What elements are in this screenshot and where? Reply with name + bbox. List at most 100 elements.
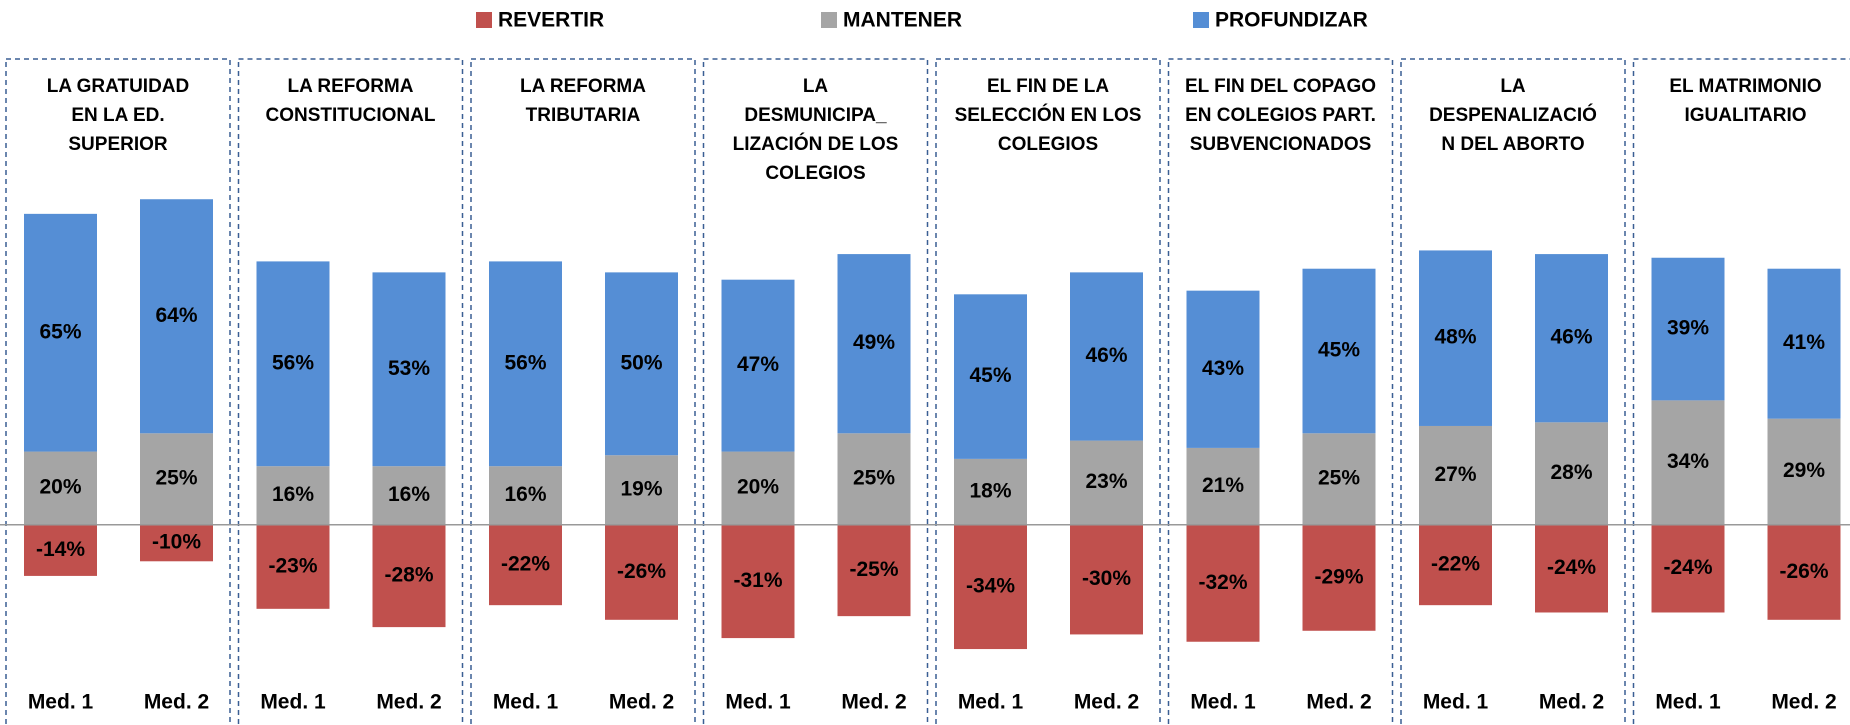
data-label: -32% <box>1198 571 1247 594</box>
bar-segment <box>1419 425 1492 525</box>
panel-border <box>1400 58 1626 725</box>
data-label: -31% <box>733 569 782 592</box>
bar-segment <box>954 294 1027 459</box>
legend-swatch <box>476 12 492 28</box>
x-tick-label: Med. 2 <box>1539 691 1604 714</box>
data-label: -14% <box>36 538 85 561</box>
legend-swatch <box>1193 12 1209 28</box>
bar-segment <box>1302 433 1376 525</box>
data-label: 20% <box>737 476 779 499</box>
data-label: 41% <box>1783 331 1825 354</box>
data-label: 20% <box>39 476 81 499</box>
bar-segment <box>605 272 678 456</box>
data-label: -29% <box>1314 565 1363 588</box>
data-label: 45% <box>969 364 1011 387</box>
x-tick-label: Med. 1 <box>725 691 791 714</box>
bar-segment <box>140 433 213 525</box>
bar-segment <box>140 199 213 434</box>
bar-segment <box>1186 290 1260 448</box>
data-label: 18% <box>969 479 1011 502</box>
data-label: 47% <box>737 353 779 376</box>
data-label: 25% <box>155 467 197 490</box>
bar-segment <box>1767 418 1841 525</box>
x-tick-label: Med. 1 <box>28 691 94 714</box>
bar-segment <box>837 254 911 434</box>
bar-segment <box>721 524 795 639</box>
data-label: -22% <box>501 552 550 575</box>
legend-label: PROFUNDIZAR <box>1215 9 1368 32</box>
data-label: 25% <box>1318 467 1360 490</box>
data-label: 16% <box>388 483 430 506</box>
data-label: -25% <box>849 558 898 581</box>
x-tick-label: Med. 2 <box>376 691 441 714</box>
data-label: 23% <box>1085 470 1127 493</box>
x-tick-label: Med. 2 <box>144 691 209 714</box>
data-label: -28% <box>384 563 433 586</box>
bar-segment <box>1651 400 1725 525</box>
data-label: -26% <box>1779 560 1828 583</box>
panel-border <box>702 58 929 725</box>
bar-segment <box>24 524 97 576</box>
panel-title: EL FIN DEL COPAGO EN COLEGIOS PART. SUBV… <box>1184 76 1377 155</box>
panel-title: EL FIN DE LA SELECCIÓN EN LOS COLEGIOS <box>954 76 1142 155</box>
x-tick-label: Med. 1 <box>260 691 326 714</box>
data-label: 25% <box>853 467 895 490</box>
bar-segment <box>1186 447 1260 525</box>
data-label: -23% <box>268 554 317 577</box>
bar-segment <box>1419 250 1492 426</box>
x-tick-label: Med. 1 <box>958 691 1024 714</box>
bar-segment <box>1767 268 1841 419</box>
bar-segment <box>1767 524 1841 620</box>
data-label: 16% <box>272 483 314 506</box>
bar-segment <box>1535 524 1608 613</box>
data-label: 16% <box>504 483 546 506</box>
bar-segment <box>1070 440 1143 525</box>
bar-segment <box>372 466 446 525</box>
x-tick-label: Med. 1 <box>1190 691 1256 714</box>
data-label: 29% <box>1783 459 1825 482</box>
bar-segment <box>24 451 97 525</box>
panel-title: LA REFORMA CONSTITUCIONAL <box>265 76 436 126</box>
data-label: 65% <box>39 320 81 343</box>
panel-title: LA REFORMA TRIBUTARIA <box>520 76 646 126</box>
bar-segment <box>721 279 795 452</box>
data-label: 46% <box>1085 344 1127 367</box>
data-label: -26% <box>617 560 666 583</box>
bar-segment <box>837 433 911 525</box>
bar-segment <box>140 524 213 562</box>
data-label: 49% <box>853 331 895 354</box>
bar-segment <box>1186 524 1260 642</box>
data-label: 21% <box>1202 474 1244 497</box>
data-label: 64% <box>155 304 197 327</box>
bar-segment <box>1070 272 1143 441</box>
data-label: -24% <box>1663 556 1712 579</box>
data-label: 43% <box>1202 357 1244 380</box>
x-tick-label: Med. 2 <box>609 691 674 714</box>
data-label: 45% <box>1318 339 1360 362</box>
legend-label: REVERTIR <box>498 9 604 32</box>
data-label: -30% <box>1082 567 1131 590</box>
panel-title: LA DESMUNICIPA_ LIZACIÓN DE LOS COLEGIOS <box>732 76 899 184</box>
data-label: 34% <box>1667 450 1709 473</box>
x-tick-label: Med. 2 <box>1306 691 1371 714</box>
bar-segment <box>837 524 911 617</box>
bar-segment <box>489 466 562 525</box>
bar-segment <box>256 466 330 525</box>
bar-segment <box>256 261 330 467</box>
data-label: 28% <box>1550 461 1592 484</box>
bar-segment <box>1302 524 1376 631</box>
panel-border <box>1632 58 1850 725</box>
bar-segment <box>1651 524 1725 613</box>
bar-segment <box>372 272 446 467</box>
data-label: 19% <box>620 478 662 501</box>
panel-title: LA GRATUIDAD EN LA ED. SUPERIOR <box>46 76 190 155</box>
bar-segment <box>1302 268 1376 434</box>
panel-border <box>237 58 464 725</box>
data-label: 39% <box>1667 317 1709 340</box>
panel-border <box>5 58 231 725</box>
data-label: 48% <box>1434 326 1476 349</box>
bar-segment <box>256 524 330 609</box>
x-tick-label: Med. 2 <box>841 691 906 714</box>
bar-segment <box>1419 524 1492 606</box>
